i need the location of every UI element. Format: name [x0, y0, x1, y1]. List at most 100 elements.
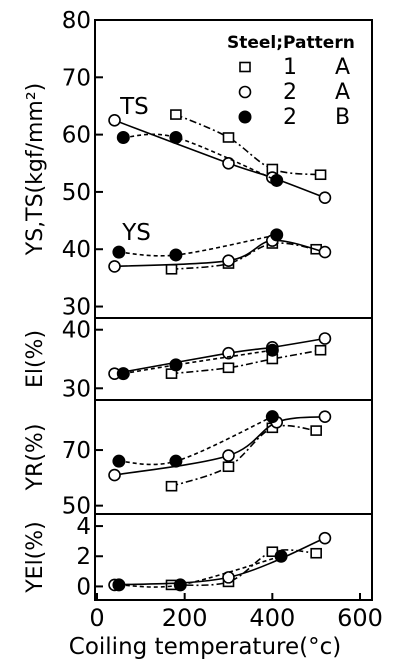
series-3-filled-circle — [112, 410, 279, 468]
series-line — [123, 349, 273, 375]
panel-2: 30 40 El(%) — [23, 317, 373, 402]
series-3-filled-circle — [116, 343, 279, 381]
y-tick-label: 4 — [76, 514, 91, 540]
data-point — [165, 263, 178, 275]
data-point — [169, 130, 183, 144]
data-point — [270, 228, 284, 242]
data-point — [108, 113, 121, 127]
series-5-open-circle — [108, 234, 332, 273]
series-1-square — [165, 344, 327, 379]
series-6-filled-circle — [112, 228, 284, 262]
series-line — [114, 415, 325, 476]
data-point — [318, 332, 332, 345]
y-axis-label: YS,TS(kgf/mm²) — [23, 83, 48, 257]
y-tick-label: 70 — [62, 65, 91, 91]
data-point — [314, 169, 327, 181]
data-point — [108, 260, 121, 273]
data-point — [222, 346, 235, 360]
y-tick-label: 50 — [62, 494, 91, 520]
legend-pattern: A — [335, 80, 350, 105]
y-tick-label: 80 — [62, 8, 91, 34]
x-tick-label: 600 — [337, 604, 383, 632]
data-point — [165, 480, 178, 492]
x-tick-label: 200 — [162, 604, 208, 632]
data-point — [116, 367, 130, 381]
data-point — [169, 358, 183, 372]
data-point — [108, 468, 121, 482]
series-line — [171, 424, 317, 487]
data-point — [310, 425, 322, 436]
series-3-filled-circle — [112, 549, 288, 592]
y-axis-label: El(%) — [23, 330, 48, 388]
y-axis-label: YR(%) — [23, 424, 48, 492]
series-line — [175, 113, 321, 176]
legend-steel: 2 — [283, 105, 297, 130]
data-point — [222, 132, 235, 143]
y-tick-label: 2 — [76, 544, 91, 570]
y-tick-label: 40 — [62, 237, 91, 263]
panel-frame — [94, 19, 373, 319]
data-point — [270, 173, 284, 187]
panel-1: 30 40 50 60 70 80 YS,TS(kgf/mm²) TS YS Steel;Patt… — [23, 8, 373, 321]
series-line — [123, 133, 278, 182]
x-axis-label: Coiling temperature(°c) — [69, 634, 341, 660]
data-point — [112, 245, 126, 259]
data-point — [318, 245, 332, 259]
y-tick-label: 50 — [62, 180, 91, 206]
series-2-open-circle — [108, 410, 332, 482]
data-point — [173, 578, 187, 592]
legend-steel: 2 — [283, 80, 297, 105]
data-point — [116, 130, 130, 144]
x-tick-label: 0 — [89, 604, 104, 632]
series-2-open-circle — [108, 113, 332, 204]
data-point — [169, 454, 183, 468]
legend-marker — [239, 61, 251, 73]
data-point — [310, 547, 322, 559]
annotation-label: YS — [121, 220, 151, 246]
y-tick-label: 30 — [62, 295, 91, 321]
data-point — [222, 449, 235, 462]
y-axis-label: YEl(%) — [23, 521, 48, 594]
series-line — [171, 242, 317, 271]
series-2-open-circle — [108, 531, 332, 592]
series-line — [118, 415, 273, 466]
legend-pattern: A — [335, 55, 350, 80]
data-point — [318, 410, 332, 423]
data-point — [274, 549, 288, 563]
legend-marker — [238, 110, 252, 124]
data-point — [318, 531, 332, 545]
series-3-filled-circle — [116, 130, 284, 187]
data-point — [222, 571, 235, 584]
series-line — [114, 537, 326, 586]
annotation-label: TS — [119, 94, 149, 120]
panel-frame — [94, 317, 373, 401]
panel-3: 50 70 YR(%) — [23, 399, 373, 520]
data-point — [112, 578, 126, 592]
data-point — [222, 254, 235, 267]
y-tick-label: 0 — [76, 574, 91, 600]
y-tick-label: 60 — [62, 123, 91, 149]
series-line — [114, 239, 326, 268]
y-tick-label: 40 — [62, 318, 91, 344]
series-line — [114, 337, 326, 375]
series-line — [118, 234, 277, 257]
legend-title: Steel;Pattern — [227, 33, 355, 53]
legend-steel: 1 — [283, 55, 297, 80]
data-point — [222, 461, 235, 473]
data-point — [170, 109, 182, 120]
data-point — [222, 362, 235, 374]
data-point — [169, 248, 183, 262]
data-point — [265, 343, 279, 357]
legend-pattern: B — [335, 105, 350, 130]
series-1-square — [170, 109, 327, 181]
y-tick-label: 70 — [62, 438, 91, 464]
x-tick-label: 400 — [249, 604, 295, 632]
data-point — [318, 191, 332, 204]
data-point — [314, 344, 327, 356]
series-2-open-circle — [108, 332, 332, 380]
series-line — [114, 119, 326, 199]
